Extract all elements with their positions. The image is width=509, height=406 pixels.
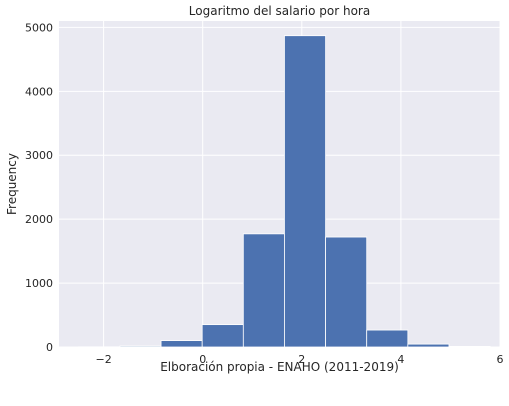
histogram-bar (448, 345, 491, 348)
x-tick-label: 0 (199, 353, 206, 366)
histogram-bar (160, 340, 203, 348)
x-axis-label: Elboración propia - ENAHO (2011-2019) (160, 360, 399, 374)
histogram-bar (201, 324, 244, 348)
y-tick-label: 2000 (25, 213, 53, 226)
y-axis-label: Frequency (5, 153, 19, 215)
bars (78, 35, 491, 348)
x-tick-label: 2 (298, 353, 305, 366)
y-tick-label: 4000 (25, 85, 53, 98)
x-tick-label: 4 (397, 353, 404, 366)
histogram-bar (407, 343, 450, 348)
histogram-bar (242, 233, 285, 348)
x-tick-label: 6 (497, 353, 504, 366)
histogram-bar (325, 236, 368, 348)
y-tick-label: 3000 (25, 149, 53, 162)
histogram-bar (119, 345, 162, 348)
x-tick-labels: −2 0 2 4 6 (95, 353, 503, 366)
chart-title: Logaritmo del salario por hora (189, 4, 370, 18)
y-tick-label: 0 (46, 341, 53, 354)
histogram-bar (366, 329, 409, 348)
y-tick-label: 5000 (25, 21, 53, 34)
histogram-bar (284, 35, 326, 348)
y-tick-label: 1000 (25, 277, 53, 290)
x-tick-label: −2 (95, 353, 111, 366)
y-tick-labels: 0 1000 2000 3000 4000 5000 (25, 21, 53, 354)
